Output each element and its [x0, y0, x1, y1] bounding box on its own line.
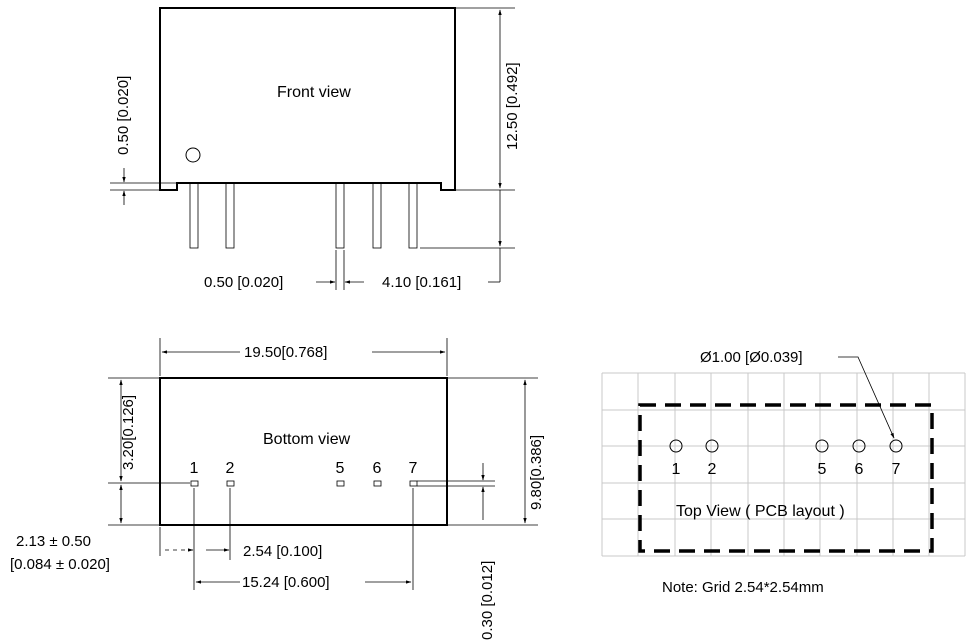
pcb-pin-label-5: 5	[818, 461, 827, 478]
front-pins	[189, 182, 418, 249]
pcb-hole-leader	[838, 356, 895, 439]
front-body-outline	[159, 7, 456, 191]
front-standoff-dim: 0.50 [0.020]	[115, 76, 132, 155]
bottom-pin-thickness-dim: 0.30 [0.012]	[479, 561, 496, 640]
pcb-hole-6	[852, 439, 866, 453]
pcb-view-title: Top View ( PCB layout )	[676, 503, 845, 520]
front-pin-6	[372, 182, 382, 249]
bottom-pin-pad-1	[190, 480, 199, 487]
pcb-module-outline	[638, 403, 934, 553]
bottom-view: Bottom view 1 2 5 6 7 19.50[0.768] 9.80[…	[10, 338, 545, 640]
bottom-edge-offset-in: [0.084 ± 0.020]	[10, 556, 110, 573]
pcb-hole-5	[815, 439, 829, 453]
bottom-length-dim: 19.50[0.768]	[244, 344, 327, 361]
front-view-title: Front view	[277, 84, 351, 101]
pcb-grid	[601, 372, 966, 557]
pin1-indicator-circle	[185, 147, 201, 163]
pcb-pin-label-2: 2	[708, 461, 717, 478]
pcb-pin-label-6: 6	[855, 461, 864, 478]
pcb-layout: 1 2 5 6 7 Top View ( PCB layout ) Ø1.00 …	[601, 349, 966, 596]
front-view: Front view 12.50 [0.492] 0.50 [0.020] 0.…	[110, 7, 521, 291]
front-pin-7	[408, 182, 418, 249]
bottom-pin-pad-7	[409, 480, 418, 487]
bottom-pin-label-1: 1	[190, 460, 199, 477]
front-pin-5	[335, 182, 345, 249]
bottom-pin-label-2: 2	[226, 460, 235, 477]
front-height-dim: 12.50 [0.492]	[504, 62, 521, 150]
pcb-hole-1	[669, 439, 683, 453]
bottom-pitch-dim: 2.54 [0.100]	[243, 543, 322, 560]
pcb-pin-label-7: 7	[892, 461, 901, 478]
bottom-pin-pad-6	[373, 480, 382, 487]
pcb-hole-dim: Ø1.00 [Ø0.039]	[700, 349, 803, 366]
bottom-view-title: Bottom view	[263, 431, 351, 448]
front-pin-width-dim: 0.50 [0.020]	[204, 274, 283, 291]
bottom-row-offset-dim: 3.20[0.126]	[120, 395, 137, 470]
pcb-grid-note: Note: Grid 2.54*2.54mm	[662, 579, 824, 596]
bottom-pin-label-6: 6	[373, 460, 382, 477]
front-pin-2	[225, 182, 235, 249]
front-pin-length-dim: 4.10 [0.161]	[382, 274, 461, 291]
bottom-pin-label-7: 7	[409, 460, 418, 477]
pcb-hole-7	[889, 439, 903, 453]
bottom-pin-pad-2	[226, 480, 235, 487]
pcb-hole-2	[705, 439, 719, 453]
bottom-pin-label-5: 5	[336, 460, 345, 477]
bottom-edge-offset-mm: 2.13 ± 0.50	[16, 533, 91, 550]
bottom-body-outline	[159, 377, 448, 526]
bottom-span-dim: 15.24 [0.600]	[242, 574, 330, 591]
bottom-pin-pad-5	[336, 480, 345, 487]
pcb-pin-label-1: 1	[672, 461, 681, 478]
bottom-width-dim: 9.80[0.386]	[528, 435, 545, 510]
front-pin-1	[189, 182, 199, 249]
